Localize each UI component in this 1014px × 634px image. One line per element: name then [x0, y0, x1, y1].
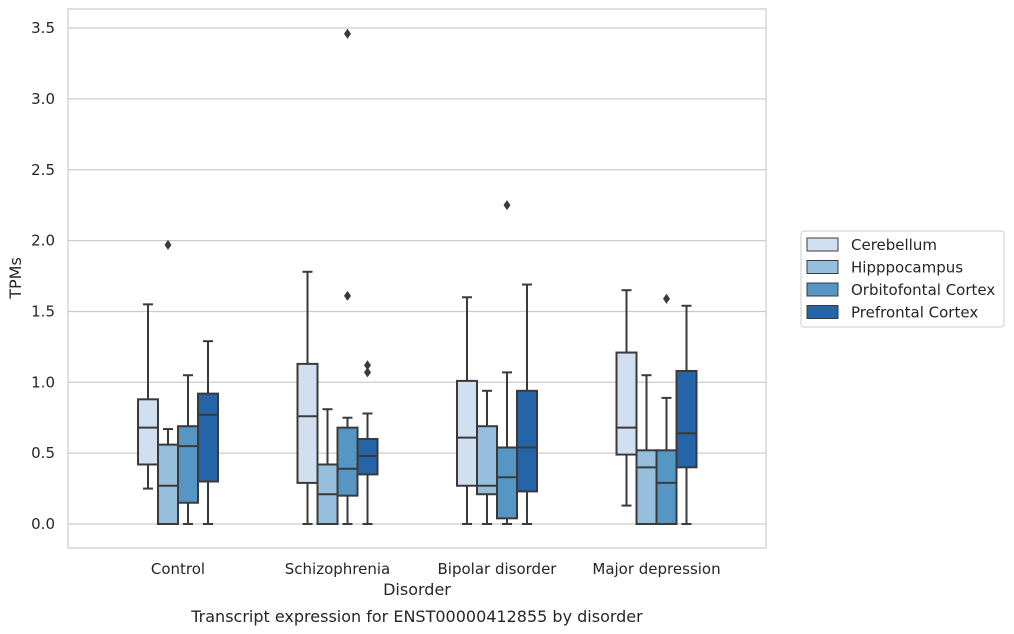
box-iqr [516, 389, 538, 493]
y-tick-label: 0.0 [31, 515, 55, 533]
x-tick-labels: Control Schizophrenia Bipolar disorder Majo… [151, 560, 721, 578]
x-tick-label: Major depression [592, 560, 720, 578]
y-tick-label: 3.5 [31, 19, 55, 37]
y-axis-label: TPMs [6, 257, 25, 300]
box-outlier [663, 293, 670, 304]
legend-frame [800, 230, 1005, 328]
chart-caption: Transcript expression for ENST0000041285… [190, 607, 643, 626]
legend-label: Cerebellum [851, 236, 937, 254]
box-outlier [344, 290, 351, 301]
plot-frame [67, 8, 767, 549]
y-tick-labels: 0.0 0.5 1.0 1.5 2.0 2.5 3.0 3.5 [31, 19, 55, 533]
y-tick-label: 1.0 [31, 373, 55, 391]
y-tick-label: 2.0 [31, 232, 55, 250]
legend: Cerebellum Hipppocampus Orbitofontal Corte… [800, 230, 1005, 328]
box-series [137, 28, 698, 526]
box-outlier [164, 239, 172, 250]
x-tick-label: Schizophrenia [285, 560, 390, 578]
box-iqr [157, 443, 179, 526]
box-iqr [675, 369, 698, 469]
box-outlier [344, 28, 351, 39]
y-tick-label: 2.5 [31, 161, 55, 179]
y-tick-label: 3.0 [31, 90, 55, 108]
box-iqr [137, 398, 159, 466]
legend-label: Orbitofontal Cortex [851, 281, 995, 299]
legend-swatch [806, 305, 839, 319]
box-outlier [503, 200, 511, 211]
box-iqr [456, 379, 478, 487]
box-iqr [615, 351, 638, 456]
x-tick-label: Control [151, 560, 205, 578]
box-iqr [336, 426, 359, 497]
box-outlier [364, 367, 371, 378]
legend-label: Hipppocampus [851, 259, 963, 277]
box-iqr [197, 392, 219, 483]
box-iqr [476, 425, 498, 496]
legend-label: Prefrontal Cortex [851, 304, 978, 322]
legend-swatch [806, 282, 839, 297]
legend-swatch [806, 237, 839, 252]
box-iqr [655, 449, 678, 526]
legend-swatch [806, 260, 839, 274]
y-tick-label: 0.5 [31, 444, 55, 462]
x-axis-label: Disorder [383, 580, 451, 599]
box-iqr [496, 446, 518, 520]
box-outlier [364, 360, 371, 371]
box-iqr [177, 425, 199, 504]
y-tick-label: 1.5 [31, 302, 55, 320]
x-tick-label: Bipolar disorder [438, 560, 558, 578]
box-iqr [635, 449, 658, 526]
box-iqr [296, 362, 319, 484]
